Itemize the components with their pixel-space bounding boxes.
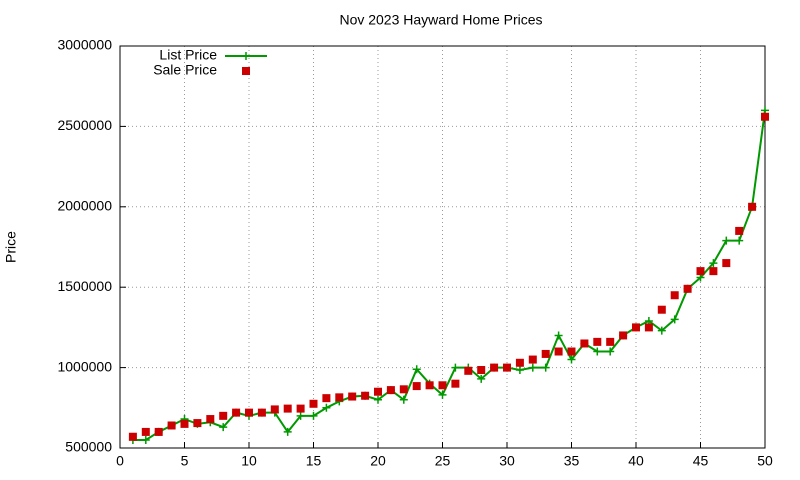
point-marker [567,355,576,364]
point-marker [515,366,524,375]
chart-title: Nov 2023 Hayward Home Prices [339,12,542,28]
point-marker [438,390,447,399]
point-marker [709,259,718,268]
point-marker [554,331,563,340]
legend-label: Sale Price [153,62,217,78]
point-marker [670,291,679,300]
x-tick-label: 30 [499,453,515,469]
point-marker [503,363,511,372]
y-tick-label: 1000000 [57,358,112,374]
point-marker [374,395,382,404]
legend-label: List Price [159,47,217,63]
point-marker [180,419,189,428]
point-marker [722,259,731,268]
point-marker [735,236,744,245]
point-marker [232,408,241,417]
point-marker [606,337,615,346]
legend-marker [242,67,250,75]
point-marker [683,284,692,293]
x-tick-label: 25 [435,453,451,469]
point-marker [296,411,305,420]
point-marker [632,323,640,332]
point-marker [309,399,318,408]
point-marker [167,421,176,430]
x-tick-label: 15 [306,453,322,469]
point-marker [219,423,228,432]
point-marker [593,337,602,346]
point-marker [245,408,253,417]
point-marker [270,405,279,414]
point-marker [374,387,382,396]
point-marker [722,236,731,245]
point-marker [541,363,550,372]
x-tick-label: 5 [181,453,189,469]
point-marker [335,393,344,402]
point-marker [154,427,163,436]
point-marker [528,355,537,364]
point-marker [399,395,408,404]
point-marker [748,202,757,211]
point-marker [477,366,486,375]
point-marker [761,112,769,121]
point-marker [283,404,292,413]
point-marker [554,347,563,356]
point-marker [128,432,137,441]
point-marker [580,339,589,348]
y-axis-label: Price [3,231,19,263]
y-tick-label: 1500000 [57,278,112,294]
point-marker [567,347,576,356]
point-marker [451,363,460,372]
point-marker [348,392,357,401]
point-marker [425,381,434,390]
point-marker [696,267,705,276]
point-marker [657,326,666,335]
point-marker [619,331,628,340]
y-tick-label: 2500000 [57,117,112,133]
point-marker [361,391,370,400]
point-marker [606,347,615,356]
point-marker [141,427,150,436]
point-marker [283,427,292,436]
point-marker [515,358,524,367]
point-marker [322,394,331,403]
x-tick-label: 0 [116,453,124,469]
x-tick-label: 45 [693,453,709,469]
point-marker [490,363,499,372]
point-marker [735,226,744,235]
point-marker [670,315,679,324]
point-marker [386,386,395,395]
x-tick-label: 35 [564,453,580,469]
point-marker [309,411,318,420]
y-tick-label: 500000 [65,439,112,455]
point-marker [464,366,473,375]
y-tick-label: 3000000 [57,37,112,53]
point-marker [593,347,602,356]
x-tick-label: 50 [757,453,773,469]
point-marker [257,408,266,417]
point-marker [206,415,215,424]
point-marker [451,379,460,388]
point-marker [657,305,666,314]
point-marker [219,411,228,420]
plot-border [119,45,766,449]
point-marker [296,404,305,413]
point-marker [399,385,408,394]
point-marker [193,419,202,428]
point-marker [141,435,150,444]
point-marker [438,381,447,390]
point-marker [412,382,421,391]
point-marker [322,403,331,412]
point-marker [541,349,550,358]
x-tick-label: 10 [241,453,257,469]
y-tick-label: 2000000 [57,198,112,214]
point-marker [412,365,421,374]
point-marker [709,267,718,276]
x-tick-label: 40 [628,453,644,469]
x-tick-label: 20 [370,453,386,469]
point-marker [477,374,486,383]
legend-marker [242,52,250,60]
point-marker [528,363,537,372]
point-marker [644,323,653,332]
